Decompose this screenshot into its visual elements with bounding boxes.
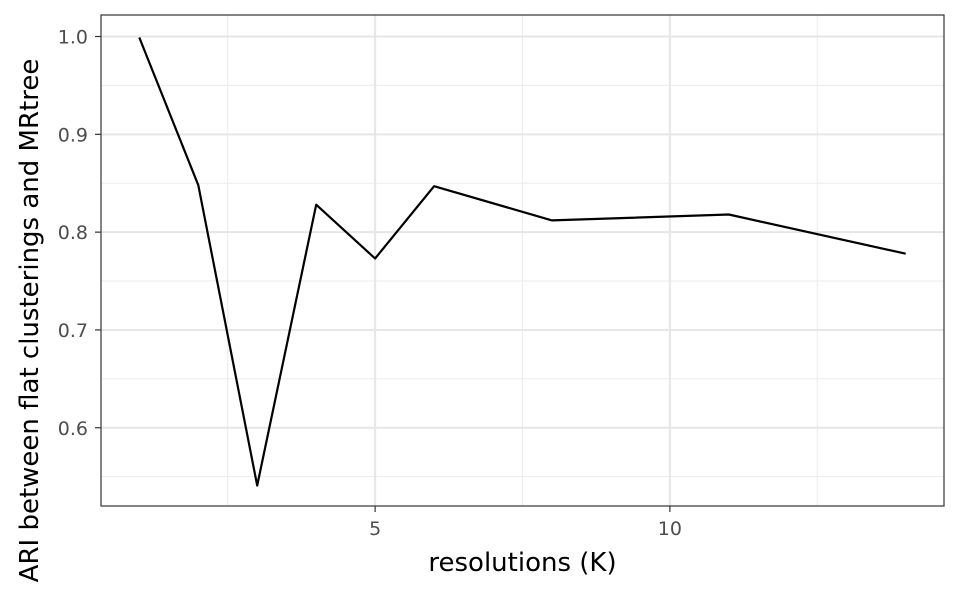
y-tick-label: 0.6 [58,418,88,440]
x-tick-label: 10 [658,518,682,540]
plot-panel-border [100,14,945,507]
minor-gridlines [101,15,944,506]
y-tick-label: 0.8 [58,222,88,244]
y-tick-label: 1.0 [58,27,88,49]
x-tick-label: 5 [369,518,381,540]
y-tick-label: 0.9 [58,124,88,146]
y-tick-label: 0.7 [58,320,88,342]
y-axis-title: ARI between flat clusterings and MRtree [15,59,45,583]
x-axis: 5 10 [369,506,682,540]
x-axis-title: resolutions (K) [428,548,616,578]
series-layer [138,37,906,487]
series-line [138,37,906,487]
y-axis: 0.6 0.7 0.8 0.9 1.0 [58,27,101,440]
